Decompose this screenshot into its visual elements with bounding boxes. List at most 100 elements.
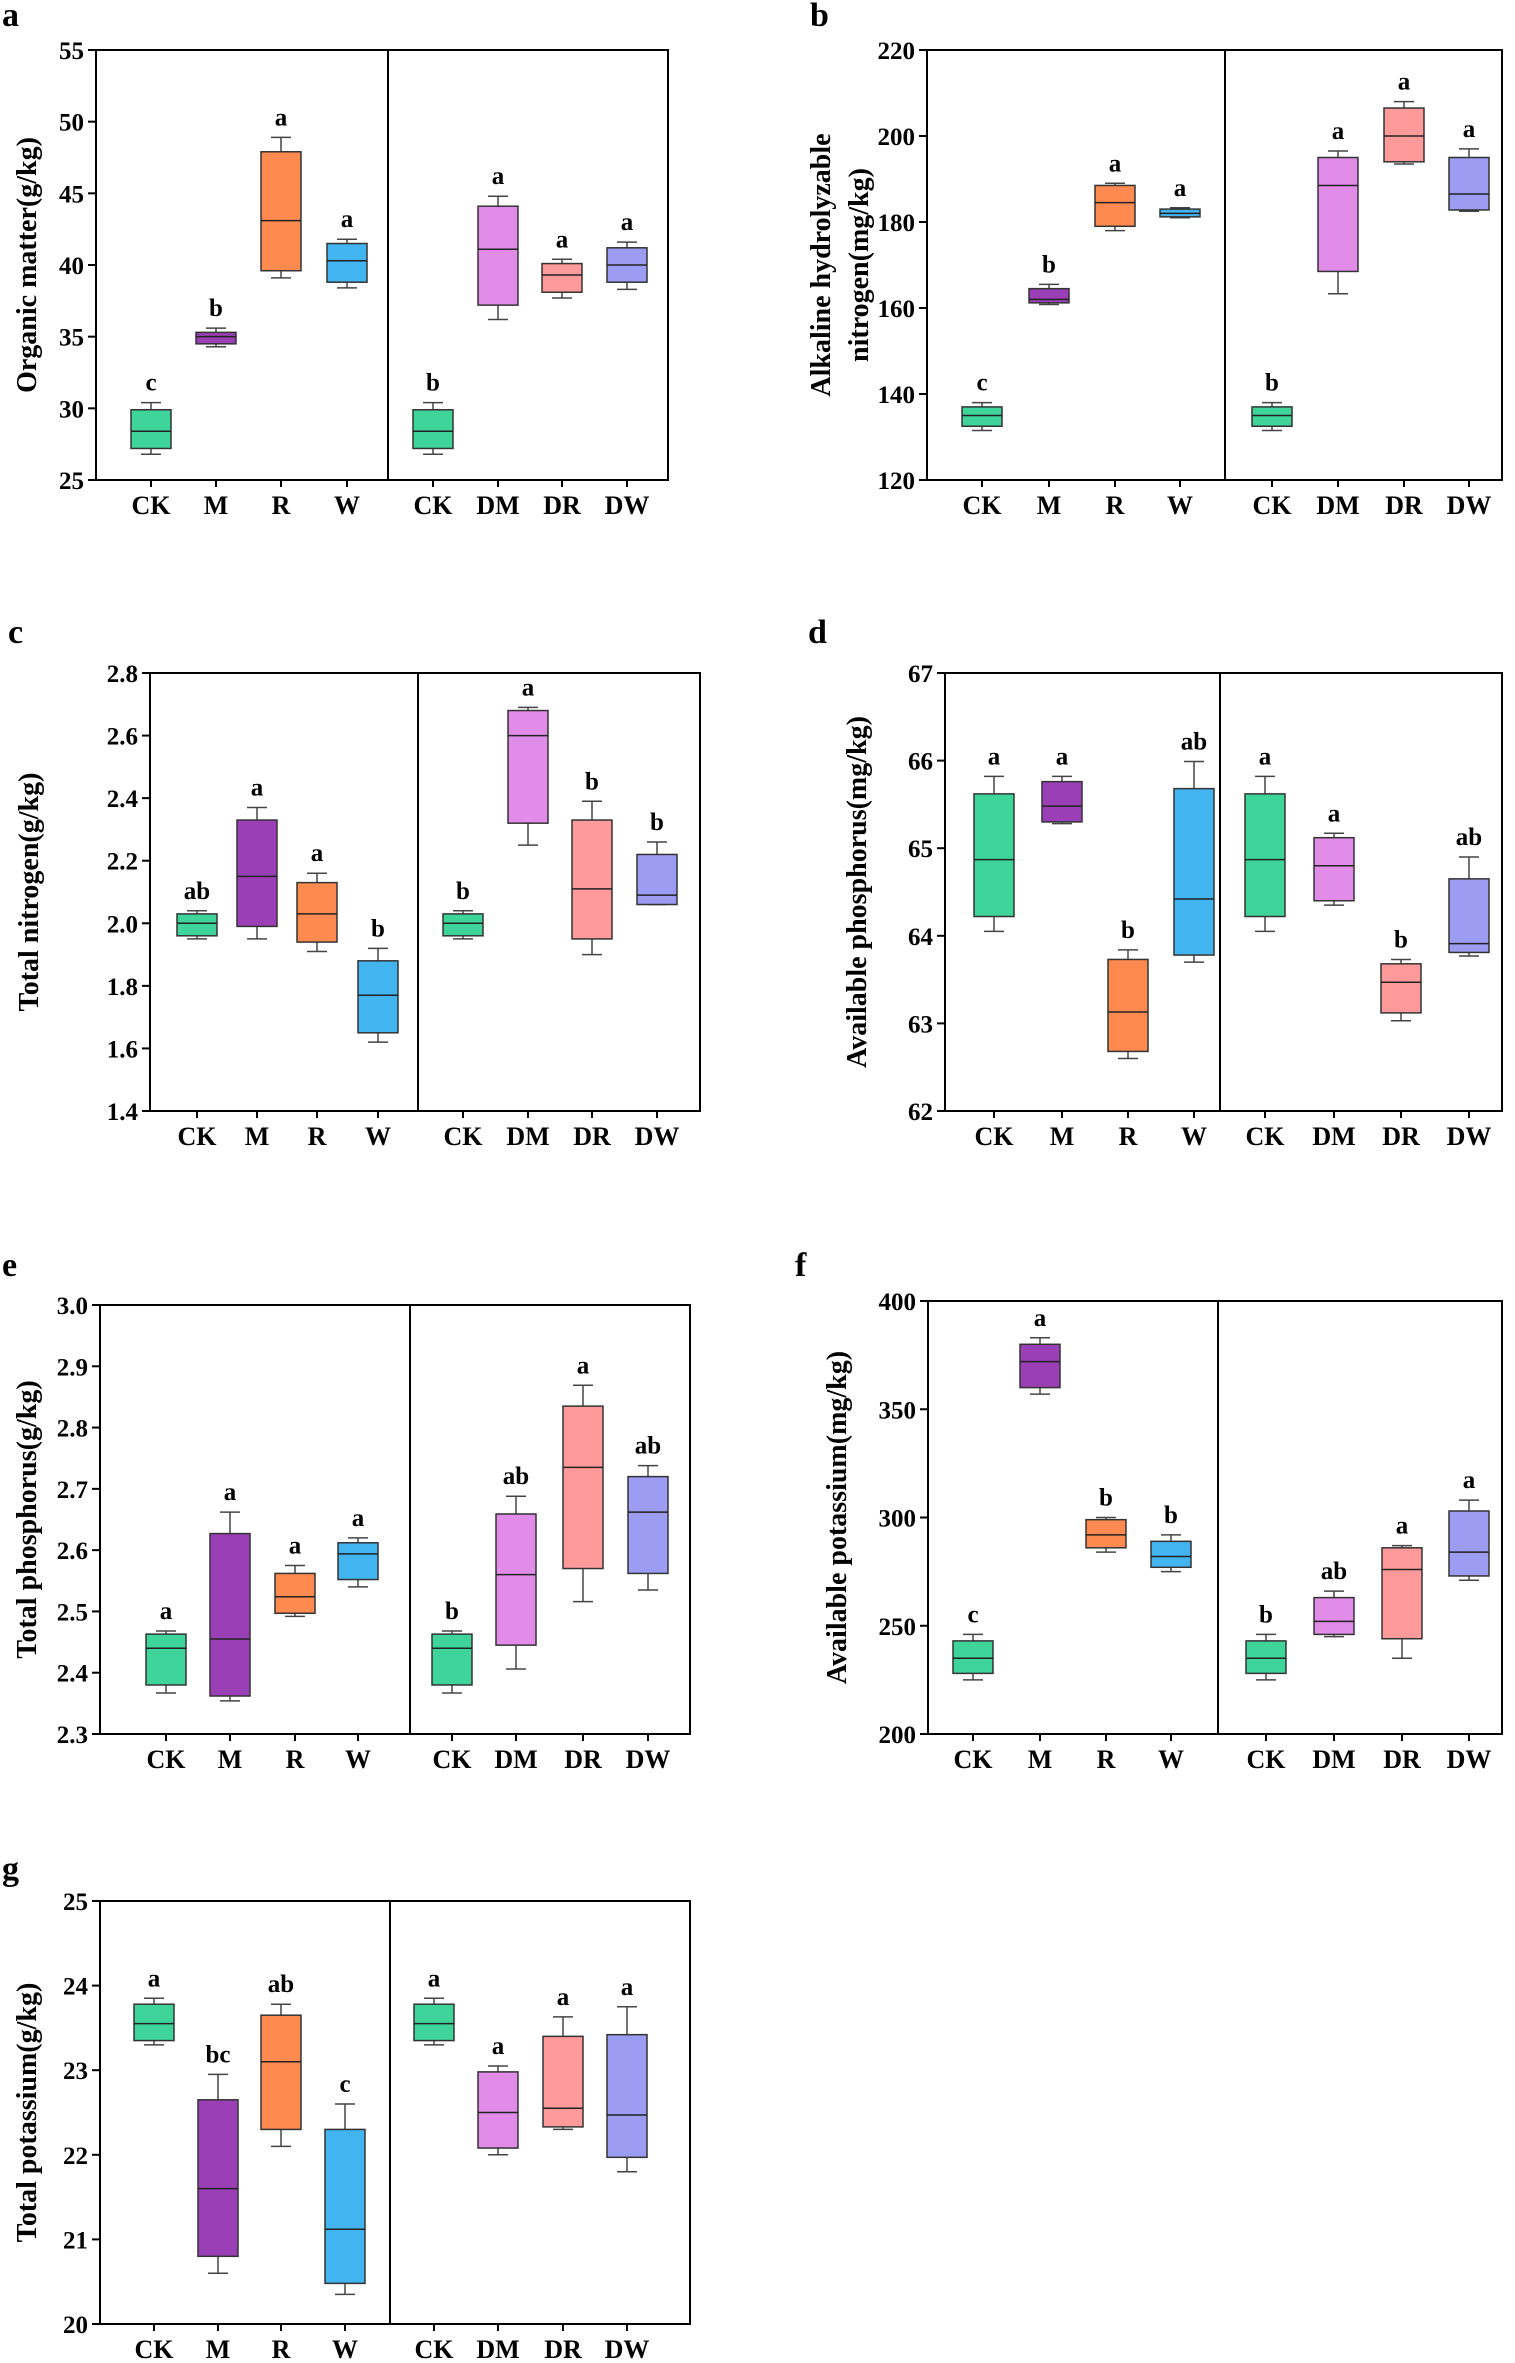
- box-body: [1019, 1343, 1061, 1389]
- x-tick-label: DR: [1382, 1122, 1420, 1151]
- y-tick-label: 1.4: [107, 1099, 139, 1126]
- plot-frame: [99, 1304, 691, 1735]
- box-body: [1380, 963, 1422, 1014]
- x-tick-label: W: [332, 2335, 358, 2363]
- significance-letter: a: [1328, 800, 1341, 827]
- x-tick-label: DW: [1447, 491, 1492, 520]
- significance-letter: a: [352, 1505, 365, 1532]
- box-body: [133, 2003, 175, 2042]
- box-r: ab: [260, 1971, 302, 2148]
- significance-letter: b: [1394, 926, 1408, 953]
- panel-letter: b: [810, 0, 829, 34]
- x-tick-label: CK: [178, 1122, 218, 1151]
- y-tick-label: 65: [908, 836, 933, 863]
- x-tick-label: CK: [433, 1745, 473, 1774]
- panel-letter: f: [795, 1247, 807, 1284]
- x-tick-label: DM: [506, 1122, 549, 1151]
- y-axis-label: Total phosphorus(g/kg): [12, 1380, 43, 1658]
- y-tick-label: 55: [59, 38, 84, 65]
- x-tick-label: CK: [1247, 1745, 1287, 1774]
- y-tick-label: 25: [63, 1889, 88, 1916]
- x-tick-label: DM: [476, 491, 519, 520]
- x-tick-label: CK: [1246, 1122, 1286, 1151]
- x-tick-label: DW: [635, 1122, 680, 1151]
- y-tick-label: 2.8: [107, 661, 138, 688]
- y-tick-label: 40: [59, 253, 84, 280]
- y-axis-label: Available phosphorus(mg/kg): [842, 716, 873, 1068]
- box-body: [260, 2014, 302, 2131]
- box-m: a: [1041, 743, 1083, 825]
- panel-letter: g: [2, 1851, 19, 1888]
- y-tick-label: 2.6: [107, 724, 138, 751]
- y-tick-label: 2.4: [107, 786, 139, 813]
- significance-letter: a: [1332, 118, 1345, 145]
- box-ck: b: [412, 370, 454, 455]
- significance-letter: bc: [206, 2041, 231, 2068]
- y-tick-label: 20: [63, 2312, 88, 2339]
- box-body: [1381, 1547, 1423, 1640]
- box-w: a: [1159, 175, 1201, 219]
- y-tick-label: 2.4: [57, 1661, 89, 1688]
- significance-letter: c: [339, 2071, 350, 2098]
- box-body: [442, 913, 484, 937]
- x-tick-label: DM: [1312, 1745, 1355, 1774]
- significance-letter: a: [621, 209, 634, 236]
- box-ck: c: [961, 370, 1003, 432]
- box-body: [1244, 793, 1286, 918]
- x-tick-label: DM: [1316, 491, 1359, 520]
- x-tick-label: DR: [543, 491, 581, 520]
- box-w: a: [337, 1505, 379, 1588]
- y-tick-label: 220: [878, 38, 916, 65]
- significance-letter: b: [1121, 917, 1135, 944]
- significance-letter: ab: [503, 1463, 529, 1490]
- box-r: b: [1085, 1485, 1127, 1553]
- plot-frame: [927, 1300, 1503, 1735]
- box-m: a: [236, 775, 278, 940]
- significance-letter: a: [1463, 1467, 1476, 1494]
- x-tick-label: DW: [1447, 1122, 1492, 1151]
- significance-letter: a: [577, 1352, 590, 1379]
- significance-letter: a: [251, 775, 264, 802]
- box-body: [606, 2033, 648, 2159]
- x-tick-label: W: [345, 1745, 371, 1774]
- panel-a: a 25 30 35 40 45 50 55 Organic matter(g/kg) c CK b M…: [2, 0, 669, 520]
- box-ck: b: [1251, 370, 1293, 432]
- box-body: [236, 819, 278, 928]
- significance-letter: ab: [635, 1433, 661, 1460]
- box-dw: ab: [627, 1433, 669, 1591]
- x-tick-label: DW: [605, 2335, 650, 2363]
- y-tick-label: 140: [878, 382, 916, 409]
- y-tick-label: 24: [63, 1974, 89, 2001]
- box-body: [1448, 156, 1490, 211]
- y-tick-label: 23: [63, 2058, 88, 2085]
- y-tick-label: 300: [879, 1506, 917, 1533]
- box-ck: a: [133, 1965, 175, 2046]
- y-tick-label: 400: [879, 1289, 917, 1316]
- box-dw: ab: [1448, 824, 1490, 957]
- box-body: [961, 406, 1003, 427]
- box-dr: b: [571, 768, 613, 956]
- box-body: [541, 262, 583, 293]
- significance-letter: a: [1259, 743, 1272, 770]
- x-tick-label: CK: [963, 491, 1003, 520]
- significance-letter: b: [1265, 370, 1279, 397]
- box-w: c: [324, 2071, 366, 2296]
- box-dm: a: [1317, 118, 1359, 295]
- x-tick-label: DM: [1312, 1122, 1355, 1151]
- y-tick-label: 63: [908, 1011, 933, 1038]
- x-tick-label: M: [206, 2335, 231, 2363]
- significance-letter: ab: [1321, 1558, 1347, 1585]
- y-tick-label: 21: [63, 2227, 88, 2254]
- significance-letter: a: [492, 2033, 505, 2060]
- y-tick-label: 2.0: [107, 911, 138, 938]
- x-tick-label: R: [308, 1122, 327, 1151]
- x-tick-label: M: [1050, 1122, 1075, 1151]
- x-tick-label: DM: [494, 1745, 537, 1774]
- box-ck: b: [431, 1598, 473, 1694]
- x-tick-label: DW: [626, 1745, 671, 1774]
- y-tick-label: 2.7: [57, 1477, 88, 1504]
- x-tick-label: R: [272, 2335, 291, 2363]
- box-body: [260, 151, 302, 272]
- y-tick-label: 200: [879, 1722, 917, 1749]
- significance-letter: b: [371, 915, 385, 942]
